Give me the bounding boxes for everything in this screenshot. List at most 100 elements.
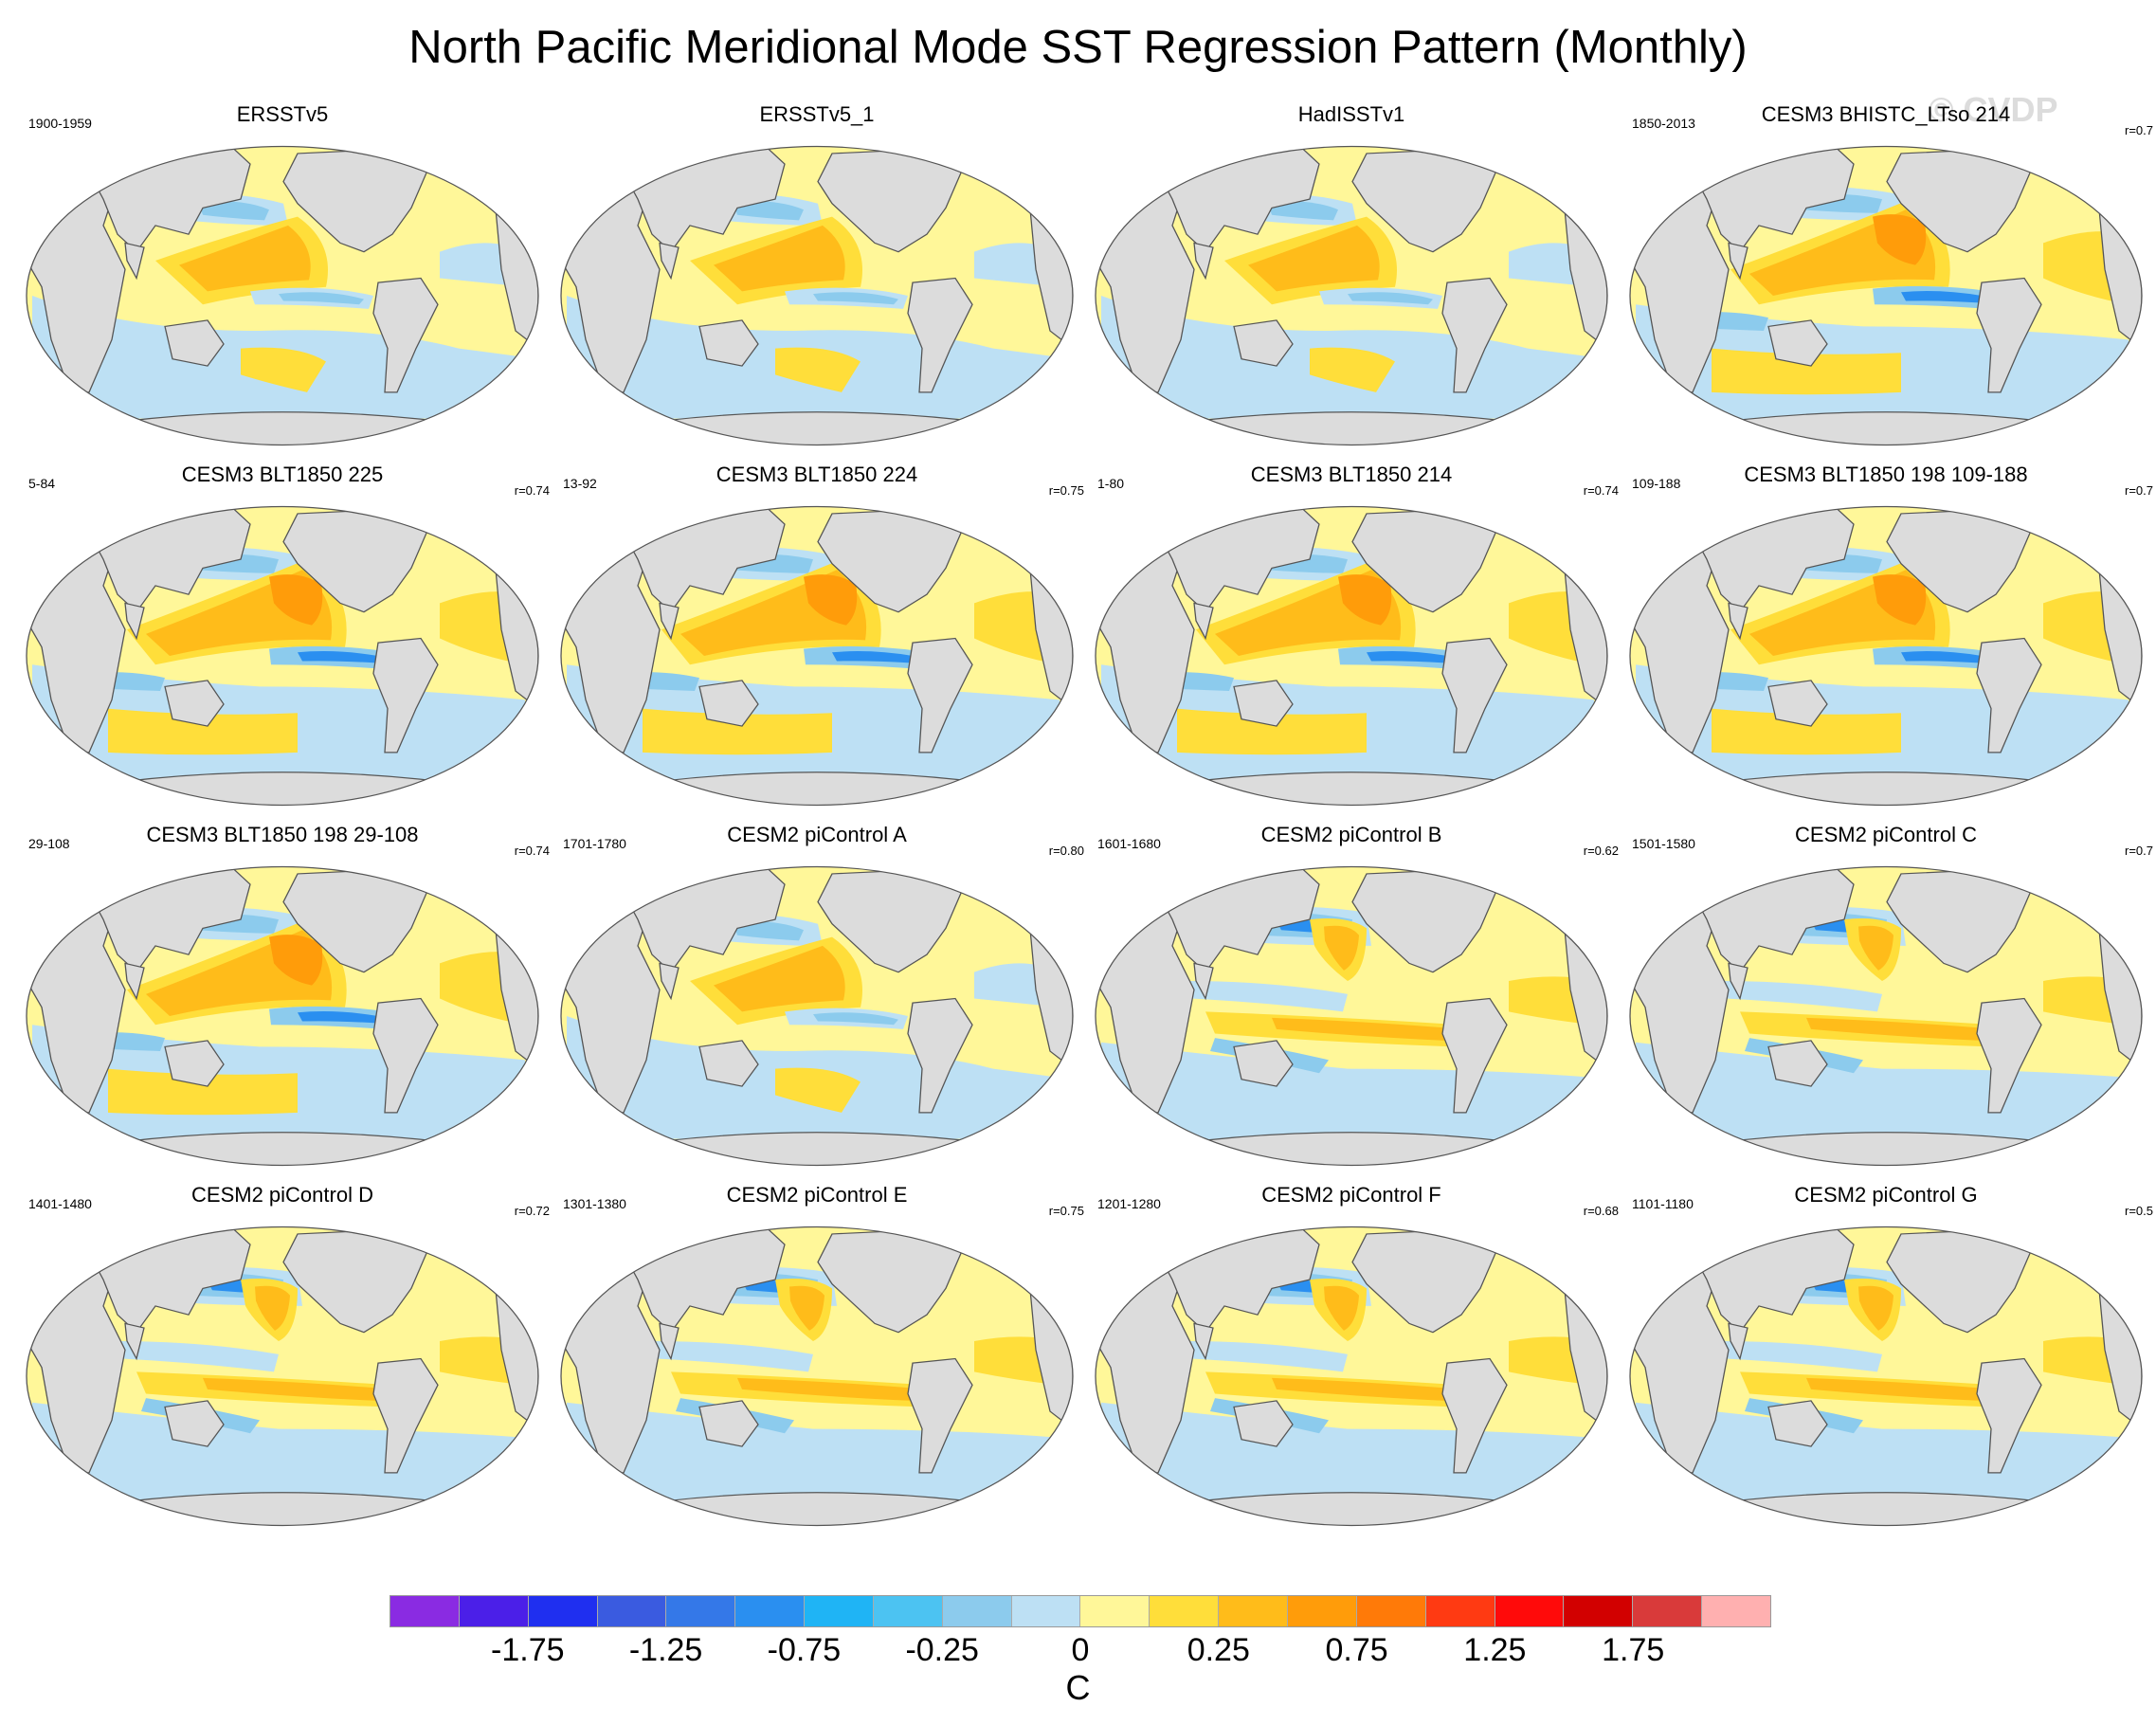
continent-antarctica — [1119, 1492, 1584, 1526]
colorbar-swatch — [1356, 1596, 1426, 1626]
continent-australia — [698, 680, 759, 727]
panel-title: CESM2 piControl D — [191, 1183, 373, 1207]
colorbar-swatch — [528, 1596, 598, 1626]
sst-regression-map — [1095, 505, 1608, 807]
continent-antarctica — [1119, 411, 1584, 445]
continent-antarctica — [50, 1132, 515, 1166]
map-outline — [26, 865, 539, 1167]
map-outline — [1095, 1226, 1608, 1527]
continent-antarctica — [50, 772, 515, 806]
continent-india — [1193, 962, 1214, 1001]
map-panel: CESM2 piControl F 1201-1280 r=0.68 — [1082, 1183, 1621, 1543]
colorbar-swatch — [390, 1596, 460, 1626]
sst-regression-map — [1095, 1226, 1608, 1527]
continent-australia — [698, 1400, 759, 1447]
colorbar-tick-label: 1.25 — [1463, 1632, 1527, 1668]
colorbar-tick-labels: -1.75 -1.25 -0.75 -0.25 0 0.25 0.75 1.25 1.75 — [390, 1632, 1771, 1670]
panel-years-label: 1601-1680 — [1097, 836, 1161, 851]
colorbar-tick-label: 0.25 — [1187, 1632, 1250, 1668]
sst-regression-map — [560, 1226, 1074, 1527]
continent-antarctica — [585, 1132, 1049, 1166]
colorbar-swatch — [1150, 1596, 1220, 1626]
map-panel: CESM2 piControl B 1601-1680 r=0.62 — [1082, 823, 1621, 1183]
panel-years-label: 5-84 — [28, 476, 56, 491]
colorbar-tick-label: -0.25 — [905, 1632, 979, 1668]
continent-australia — [164, 1400, 225, 1447]
continent-india — [1193, 242, 1214, 281]
panel-pattern-correlation: r=0.74 — [1583, 483, 1619, 498]
panel-years-label: 109-188 — [1632, 476, 1681, 491]
panel-years-label: 1101-1180 — [1632, 1196, 1694, 1211]
map-outline — [1095, 865, 1608, 1167]
map-panel: CESM2 piControl G 1101-1180 r=0.5 — [1617, 1183, 2155, 1543]
continent-india — [124, 962, 145, 1001]
colorbar-tick-label: -1.75 — [491, 1632, 565, 1668]
panel-years-label: 29-108 — [28, 836, 70, 851]
continent-india — [1193, 602, 1214, 641]
continent-antarctica — [1119, 1132, 1584, 1166]
continent-greenland — [420, 1226, 460, 1254]
sst-anomaly-field — [567, 1266, 1060, 1504]
continent-india — [659, 962, 679, 1001]
panel-title: CESM2 piControl F — [1261, 1183, 1441, 1207]
continent-antarctica — [585, 1492, 1049, 1526]
sst-regression-map — [560, 145, 1074, 446]
sst-anomaly-field — [1636, 906, 2129, 1144]
panel-pattern-correlation: r=0.74 — [514, 483, 550, 498]
map-outline — [1629, 505, 2143, 807]
map-panel: CESM3 BHISTC_LTso 214 1850-2013 r=0.7 — [1617, 102, 2155, 463]
continent-antarctica — [50, 1492, 515, 1526]
continent-south-america — [907, 637, 973, 754]
continent-india — [1728, 962, 1748, 1001]
land-masses — [561, 866, 1073, 1166]
continent-australia — [164, 680, 225, 727]
continent-greenland — [2023, 1226, 2063, 1254]
continent-greenland — [420, 866, 460, 894]
sst-anomaly-field — [32, 1266, 525, 1504]
continent-antarctica — [1654, 1132, 2118, 1166]
colorbar-swatch — [1080, 1596, 1150, 1626]
panel-title: CESM3 BLT1850 198 109-188 — [1744, 463, 2028, 486]
panel-pattern-correlation: r=0.74 — [514, 844, 550, 858]
colorbar-swatch — [1495, 1596, 1565, 1626]
continent-antarctica — [1119, 772, 1584, 806]
panel-pattern-correlation: r=0.72 — [514, 1204, 550, 1218]
continent-south-america — [1441, 1357, 1508, 1474]
continent-south-america — [372, 637, 439, 754]
panel-years-label: 13-92 — [563, 476, 597, 491]
panel-title: CESM3 BLT1850 198 29-108 — [146, 823, 419, 846]
continent-australia — [1233, 680, 1294, 727]
continent-antarctica — [1654, 411, 2118, 445]
continent-australia — [1767, 1040, 1828, 1087]
panel-pattern-correlation: r=0.5 — [2125, 1204, 2153, 1218]
map-outline — [1629, 865, 2143, 1167]
panel-title: CESM2 piControl B — [1260, 823, 1442, 846]
cvdp-watermark: © CVDP — [1929, 90, 2058, 129]
sst-regression-map — [1629, 505, 2143, 807]
sst-regression-map — [26, 1226, 539, 1527]
continent-greenland — [420, 146, 460, 173]
map-panel: ERSSTv5_1 — [548, 102, 1086, 463]
continent-india — [659, 602, 679, 641]
continent-india — [1728, 242, 1748, 281]
panel-title: ERSSTv5_1 — [759, 102, 875, 126]
panel-title: CESM3 BLT1850 224 — [716, 463, 918, 486]
colorbar-swatch — [1425, 1596, 1495, 1626]
continent-australia — [698, 1040, 759, 1087]
continent-india — [659, 1322, 679, 1361]
map-panel: CESM2 piControl A 1701-1780 r=0.80 — [548, 823, 1086, 1183]
continent-south-america — [1441, 277, 1508, 393]
continent-greenland — [1489, 1226, 1529, 1254]
continent-australia — [698, 319, 759, 367]
panel-pattern-correlation: r=0.7 — [2125, 844, 2153, 858]
continent-australia — [1767, 1400, 1828, 1447]
panel-pattern-correlation: r=0.75 — [1048, 1204, 1084, 1218]
continent-south-america — [1976, 637, 2042, 754]
colorbar-swatch — [597, 1596, 667, 1626]
colorbar-swatch — [1564, 1596, 1634, 1626]
continent-south-america — [907, 277, 973, 393]
map-outline — [26, 145, 539, 446]
colorbar-swatch — [459, 1596, 529, 1626]
sst-regression-map — [1095, 865, 1608, 1167]
map-outline — [1629, 145, 2143, 446]
